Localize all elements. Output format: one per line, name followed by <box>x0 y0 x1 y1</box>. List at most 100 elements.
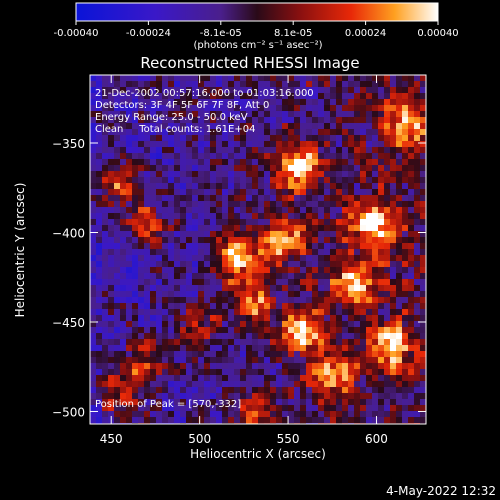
heatmap-cell <box>174 111 180 117</box>
heatmap-cell <box>228 369 234 375</box>
heatmap-cell <box>168 117 174 123</box>
heatmap-cell <box>330 147 336 153</box>
heatmap-cell <box>168 405 174 411</box>
heatmap-cell <box>360 129 366 135</box>
heatmap-cell <box>156 375 162 381</box>
heatmap-cell <box>384 267 390 273</box>
heatmap-cell <box>366 135 372 141</box>
heatmap-cell <box>90 369 96 375</box>
heatmap-cell <box>120 201 126 207</box>
heatmap-cell <box>138 141 144 147</box>
heatmap-cell <box>186 195 192 201</box>
heatmap-cell <box>114 321 120 327</box>
heatmap-cell <box>258 129 264 135</box>
heatmap-cell <box>114 327 120 333</box>
heatmap-cell <box>252 111 258 117</box>
heatmap-cell <box>372 153 378 159</box>
heatmap-cell <box>384 177 390 183</box>
heatmap-cell <box>420 87 426 93</box>
heatmap-cell <box>132 225 138 231</box>
heatmap-cell <box>144 357 150 363</box>
heatmap-cell <box>342 225 348 231</box>
heatmap-cell <box>162 291 168 297</box>
heatmap-cell <box>282 243 288 249</box>
heatmap-cell <box>210 267 216 273</box>
heatmap-cell <box>108 285 114 291</box>
heatmap-cell <box>342 273 348 279</box>
heatmap-cell <box>360 345 366 351</box>
heatmap-cell <box>192 297 198 303</box>
heatmap-cell <box>264 225 270 231</box>
heatmap-cell <box>300 237 306 243</box>
heatmap-cell <box>114 267 120 273</box>
heatmap-cell <box>216 345 222 351</box>
heatmap-cell <box>348 327 354 333</box>
heatmap-cell <box>354 393 360 399</box>
heatmap-cell <box>360 363 366 369</box>
heatmap-cell <box>312 129 318 135</box>
heatmap-cell <box>414 219 420 225</box>
heatmap-cell <box>138 411 144 417</box>
heatmap-cell <box>360 99 366 105</box>
heatmap-cell <box>408 207 414 213</box>
heatmap-cell <box>378 207 384 213</box>
heatmap-cell <box>234 273 240 279</box>
heatmap-cell <box>114 231 120 237</box>
heatmap-cell <box>354 327 360 333</box>
heatmap-cell <box>180 249 186 255</box>
heatmap-cell <box>108 291 114 297</box>
heatmap-cell <box>420 267 426 273</box>
heatmap-cell <box>408 147 414 153</box>
heatmap-cell <box>108 183 114 189</box>
heatmap-cell <box>144 279 150 285</box>
heatmap-cell <box>342 345 348 351</box>
heatmap-cell <box>234 327 240 333</box>
heatmap-cell <box>264 285 270 291</box>
heatmap-cell <box>282 219 288 225</box>
heatmap-cell <box>342 159 348 165</box>
heatmap-cell <box>264 249 270 255</box>
heatmap-cell <box>180 309 186 315</box>
heatmap-cell <box>330 285 336 291</box>
heatmap-cell <box>294 405 300 411</box>
heatmap-cell <box>288 111 294 117</box>
heatmap-cell <box>114 261 120 267</box>
heatmap-cell <box>402 189 408 195</box>
heatmap-cell <box>252 237 258 243</box>
heatmap-cell <box>270 213 276 219</box>
heatmap-cell <box>270 393 276 399</box>
heatmap-cell <box>210 75 216 81</box>
heatmap-cell <box>276 87 282 93</box>
heatmap-cell <box>114 291 120 297</box>
heatmap-cell <box>276 267 282 273</box>
heatmap-cell <box>258 309 264 315</box>
heatmap-cell <box>312 213 318 219</box>
heatmap-cell <box>228 105 234 111</box>
heatmap-cell <box>384 153 390 159</box>
heatmap-cell <box>102 273 108 279</box>
heatmap-cell <box>138 393 144 399</box>
heatmap-cell <box>252 417 258 423</box>
heatmap-cell <box>168 255 174 261</box>
heatmap-cell <box>150 225 156 231</box>
heatmap-cell <box>396 339 402 345</box>
heatmap-cell <box>402 87 408 93</box>
heatmap-cell <box>222 369 228 375</box>
heatmap-cell <box>132 135 138 141</box>
heatmap-cell <box>150 81 156 87</box>
heatmap-cell <box>246 333 252 339</box>
heatmap-cell <box>102 255 108 261</box>
heatmap-cell <box>336 309 342 315</box>
heatmap-cell <box>276 399 282 405</box>
heatmap-cell <box>240 105 246 111</box>
heatmap-cell <box>192 357 198 363</box>
heatmap-cell <box>228 195 234 201</box>
heatmap-cell <box>204 129 210 135</box>
heatmap-cell <box>300 111 306 117</box>
heatmap-cell <box>108 129 114 135</box>
heatmap-cell <box>96 135 102 141</box>
heatmap-cell <box>348 129 354 135</box>
heatmap-cell <box>120 177 126 183</box>
heatmap-cell <box>408 387 414 393</box>
heatmap-cell <box>390 123 396 129</box>
